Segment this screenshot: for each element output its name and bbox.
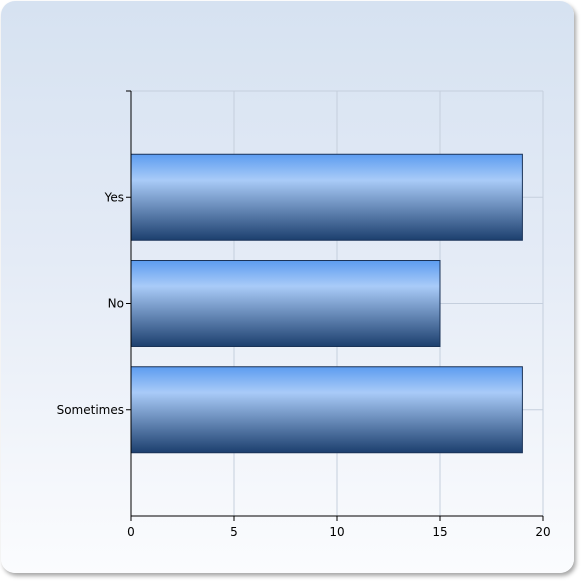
x-tick-label: 15 bbox=[432, 525, 447, 539]
tick-labels: 0 5 10 15 20 Yes No Sometimes bbox=[57, 190, 551, 539]
x-tick-label: 5 bbox=[230, 525, 238, 539]
x-tick-label: 20 bbox=[535, 525, 550, 539]
x-tick-label: 10 bbox=[329, 525, 344, 539]
bar-no bbox=[130, 260, 441, 347]
bar-yes bbox=[130, 153, 523, 241]
x-tick-label: 0 bbox=[127, 525, 135, 539]
y-tick-label: Yes bbox=[104, 190, 124, 204]
bar-sometimes bbox=[130, 366, 523, 454]
y-tick-label: Sometimes bbox=[57, 403, 124, 417]
axes bbox=[126, 90, 544, 521]
y-tick-label: No bbox=[108, 297, 124, 311]
bars bbox=[130, 153, 523, 454]
